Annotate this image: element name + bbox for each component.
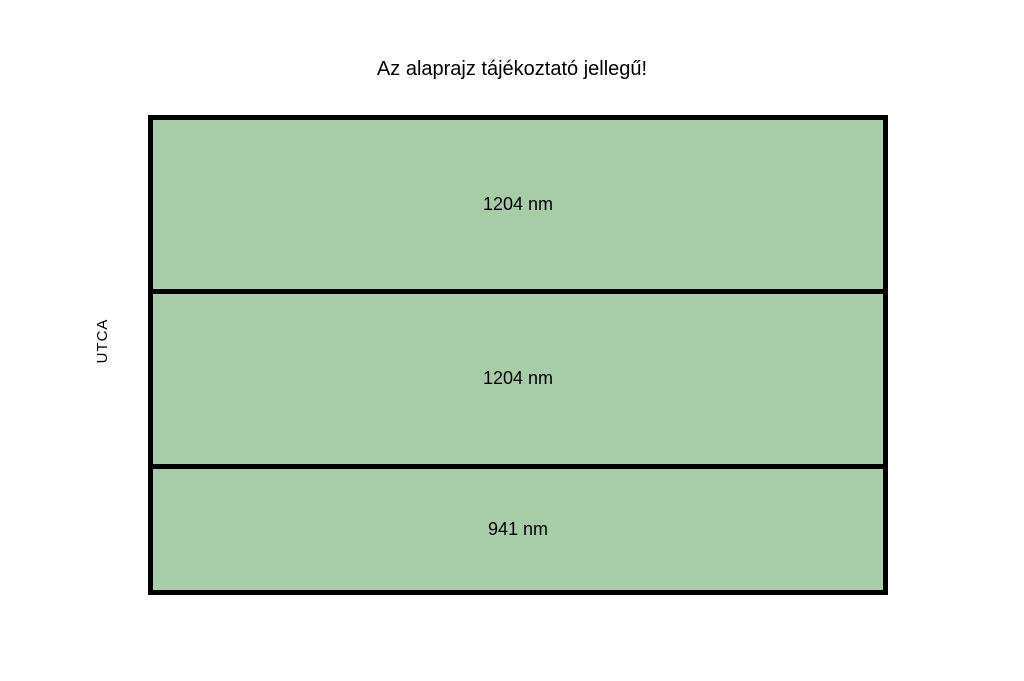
plot-2: 1204 nm [153,289,883,463]
plot-container: 1204 nm 1204 nm 941 nm [148,115,888,595]
plot-3: 941 nm [153,464,883,590]
diagram-title: Az alaprajz tájékoztató jellegű! [0,58,1024,81]
plot-1: 1204 nm [153,120,883,289]
street-label: UTCA [94,318,111,363]
